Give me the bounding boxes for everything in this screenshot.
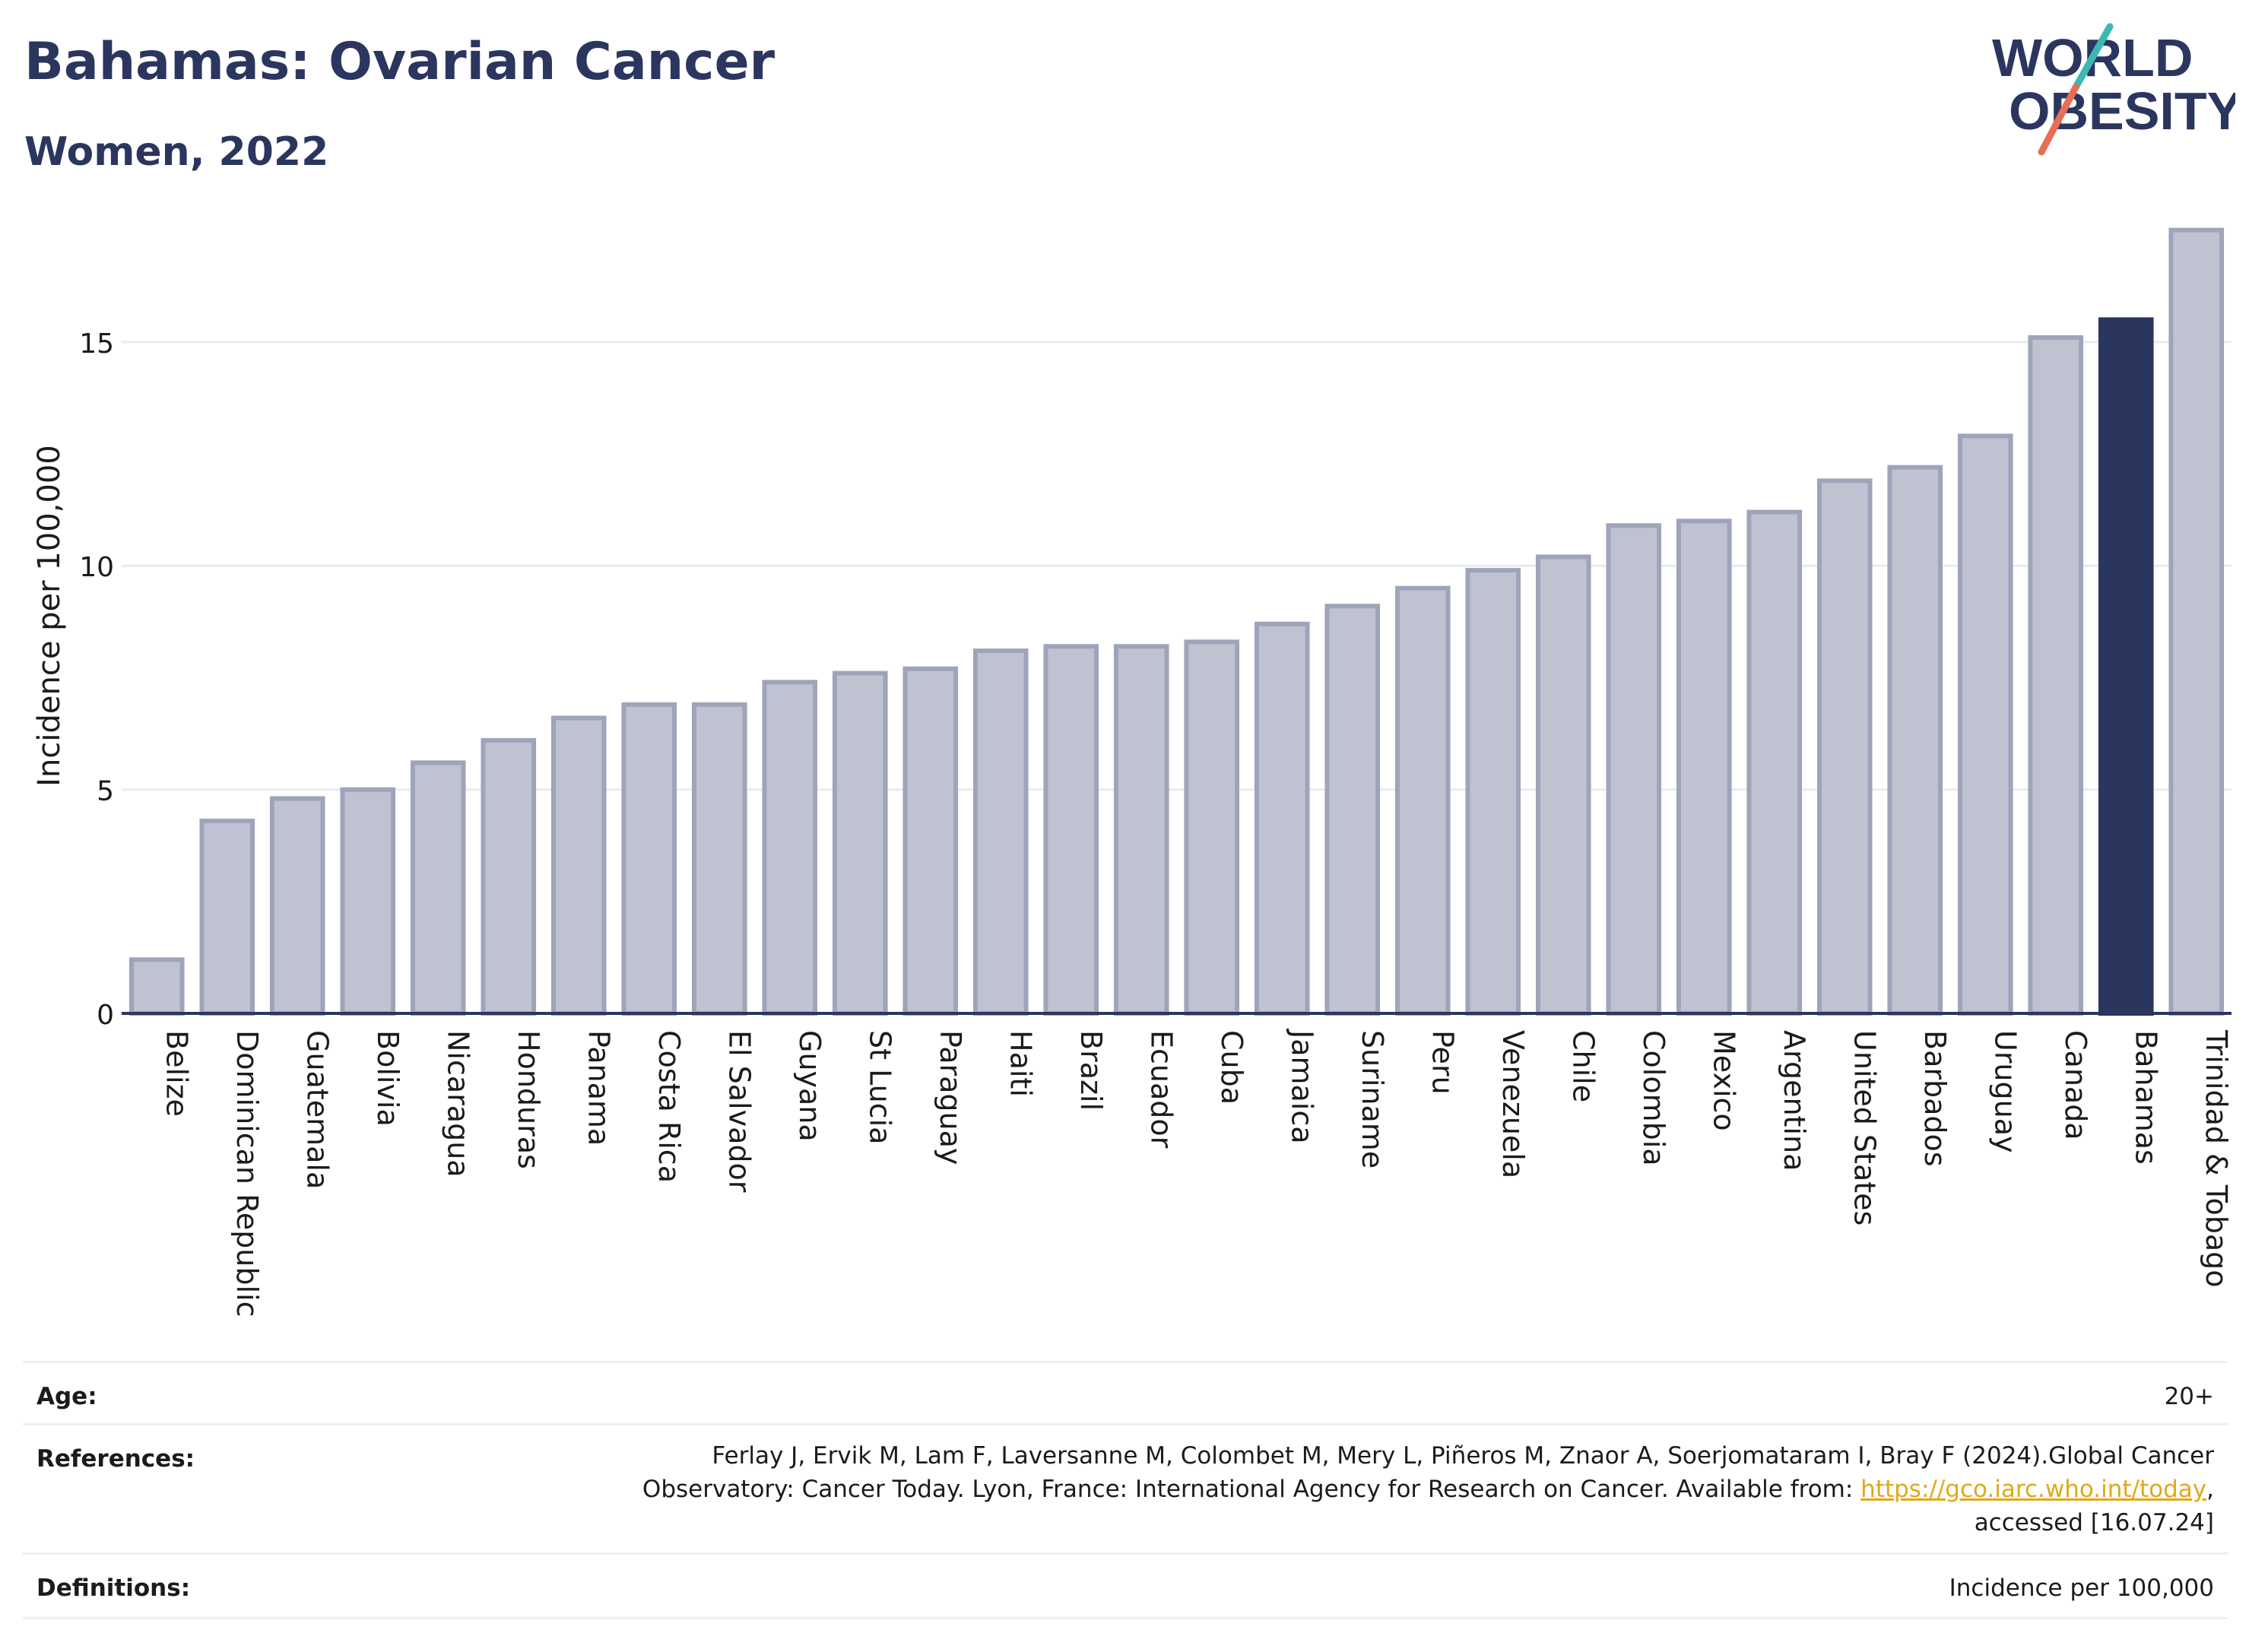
x-tick-label: El Salvador <box>722 1030 756 1193</box>
x-tick-label: Brazil <box>1074 1030 1108 1111</box>
x-tick-label: Guatemala <box>300 1030 334 1189</box>
x-tick-label: Barbados <box>1918 1030 1952 1167</box>
references-line-2: Observatory: Cancer Today. Lyon, France:… <box>642 1476 2214 1503</box>
x-tick-label: Jamaica <box>1285 1029 1318 1144</box>
bar <box>128 957 185 1016</box>
y-tick-label: 0 <box>97 1000 114 1031</box>
x-tick-label: Ecuador <box>1144 1030 1178 1149</box>
bar <box>2028 335 2084 1016</box>
x-tick-label: Venezuela <box>1496 1030 1530 1178</box>
bar <box>1254 621 1310 1016</box>
x-tick-label: Canada <box>2059 1030 2092 1140</box>
x-axis-ticks: Belize Dominican Republic Guatemala Bolivia… <box>160 1029 2233 1317</box>
x-tick-label: Panama <box>582 1030 615 1146</box>
logo-text-obesity: OBESITY <box>2009 81 2235 141</box>
bar <box>691 702 747 1016</box>
x-tick-label: Suriname <box>1356 1030 1389 1168</box>
logo-slash-bottom <box>2038 84 2079 156</box>
bar <box>481 737 537 1016</box>
x-tick-label: Guyana <box>793 1030 826 1142</box>
bar <box>1606 523 1662 1016</box>
y-tick-label: 5 <box>97 776 114 807</box>
bar <box>2098 317 2154 1016</box>
bar <box>1746 509 1803 1016</box>
references-line-1: Ferlay J, Ervik M, Lam F, Laversanne M, … <box>712 1442 2214 1470</box>
bars <box>122 227 2232 1016</box>
footer-row-references: References: Ferlay J, Ervik M, Lam F, La… <box>23 1423 2228 1555</box>
footer-row-age: Age: 20+ <box>23 1361 2228 1425</box>
bar <box>1184 639 1240 1016</box>
x-tick-label: Mexico <box>1707 1030 1740 1131</box>
bar <box>1113 644 1169 1016</box>
bar <box>621 702 677 1016</box>
bar <box>1043 644 1099 1016</box>
definitions-value: Incidence per 100,000 <box>1949 1574 2214 1602</box>
x-tick-label: Cuba <box>1215 1030 1248 1105</box>
bar <box>340 787 396 1016</box>
x-tick-label: Chile <box>1566 1030 1600 1102</box>
x-tick-label: Nicaragua <box>441 1030 474 1178</box>
chart-subtitle: Women, 2022 <box>24 129 329 175</box>
x-tick-label: Trinidad & Tobago <box>2200 1029 2233 1288</box>
age-label: Age: <box>36 1383 97 1410</box>
references-line-3: accessed [16.07.24] <box>1974 1509 2214 1536</box>
x-tick-label: Costa Rica <box>652 1030 686 1183</box>
bar <box>199 818 255 1016</box>
x-tick-label: Peru <box>1426 1030 1459 1095</box>
bar <box>410 760 466 1016</box>
references-label: References: <box>36 1445 195 1473</box>
age-value: 20+ <box>2164 1383 2214 1410</box>
x-tick-label: Bolivia <box>371 1030 404 1127</box>
y-tick-label: 15 <box>79 328 114 360</box>
references-link[interactable]: https://gco.iarc.who.int/today <box>1860 1476 2207 1503</box>
x-tick-label: Belize <box>160 1030 193 1117</box>
bar-chart: 0 5 10 15 Belize Dominican Republic Guatemala… <box>32 227 2233 1317</box>
bar <box>1957 433 2013 1016</box>
bar <box>1465 568 1521 1016</box>
footer-row-definitions: Definitions: Incidence per 100,000 <box>23 1552 2228 1619</box>
definitions-label: Definitions: <box>36 1574 191 1602</box>
bar <box>832 671 888 1016</box>
y-axis-label: Incidence per 100,000 <box>32 445 67 787</box>
bar <box>1676 518 1732 1016</box>
x-tick-label: Colombia <box>1637 1030 1670 1166</box>
x-tick-label: Paraguay <box>934 1030 967 1165</box>
bar <box>1887 465 1943 1016</box>
x-tick-label: St Lucia <box>863 1030 896 1144</box>
bar <box>1324 604 1381 1016</box>
references-value: Ferlay J, Ervik M, Lam F, Laversanne M, … <box>642 1439 2214 1539</box>
bar <box>550 715 607 1016</box>
x-tick-label: Bahamas <box>2129 1030 2162 1165</box>
y-tick-label: 10 <box>79 552 114 583</box>
bar <box>269 796 325 1016</box>
y-axis-ticks: 0 5 10 15 <box>79 328 114 1031</box>
bar <box>1394 585 1451 1016</box>
x-tick-label: Haiti <box>1004 1030 1037 1097</box>
grid-lines <box>122 341 2232 791</box>
bar <box>2168 227 2225 1016</box>
logo-slash-top <box>2072 23 2114 91</box>
footer-table: Age: 20+ References: Ferlay J, Ervik M, … <box>23 1361 2228 1619</box>
bar <box>762 680 818 1016</box>
x-tick-label: Honduras <box>512 1030 545 1169</box>
bar <box>902 666 959 1016</box>
bar <box>972 648 1029 1016</box>
bar <box>1535 554 1591 1016</box>
chart-title: Bahamas: Ovarian Cancer <box>24 32 776 92</box>
x-tick-label: United States <box>1848 1030 1881 1226</box>
x-tick-label: Uruguay <box>1988 1030 2022 1153</box>
x-tick-label: Dominican Republic <box>230 1030 264 1317</box>
world-obesity-logo: WORLD OBESITY <box>1992 23 2235 156</box>
x-tick-label: Argentina <box>1778 1030 1811 1171</box>
bar <box>1816 478 1873 1016</box>
